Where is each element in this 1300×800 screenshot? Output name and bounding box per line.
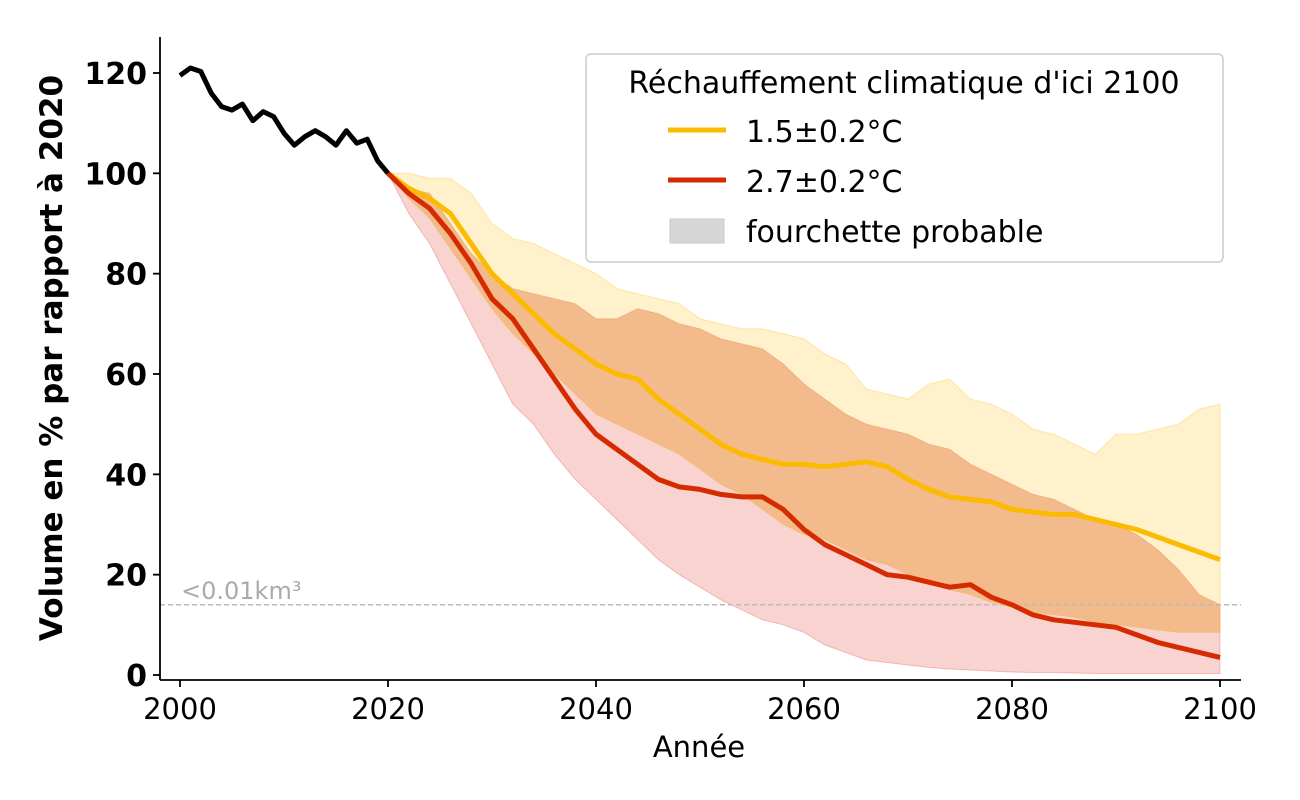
y-tick-label: 60 [105,358,147,393]
line-2-7c [386,171,1221,660]
threshold-annotation: <0.01km³ [181,577,301,605]
x-axis-title: Année [653,730,745,764]
y-tick-label: 80 [105,258,147,293]
y-axis-title: Volume en % par rapport à 2020 [34,75,70,641]
series-lines [178,65,1221,660]
y-tick-label: 40 [105,458,147,493]
legend-label-1-5c: 1.5±0.2°C [746,115,903,150]
y-tick-label: 0 [126,659,147,694]
y-ticks: 0 20 40 60 80 100 120 [84,57,160,694]
legend: Réchauffement climatique d'ici 2100 1.5±… [585,53,1224,263]
line-1-5c [386,171,1221,562]
band-2-7c [387,172,1221,674]
x-tick-label: 2000 [143,692,217,726]
band-overlap [388,173,1220,633]
band-1-5c [386,172,1221,633]
line-historical [178,65,390,175]
legend-swatch-range [669,218,725,244]
y-tick-label: 100 [84,157,147,192]
x-ticks: 2000 2020 2040 2060 2080 2100 [143,680,1257,726]
x-tick-label: 2040 [559,692,633,726]
y-tick-label: 20 [105,559,147,594]
x-tick-label: 2080 [975,692,1049,726]
y-tick-label: 120 [84,57,147,92]
x-tick-label: 2060 [767,692,841,726]
x-tick-label: 2100 [1183,692,1257,726]
uncertainty-bands [386,172,1221,674]
legend-title: Réchauffement climatique d'ici 2100 [628,66,1179,101]
legend-frame [585,53,1224,263]
legend-label-2-7c: 2.7±0.2°C [746,165,903,200]
legend-label-range: fourchette probable [746,215,1043,250]
x-tick-label: 2020 [351,692,425,726]
